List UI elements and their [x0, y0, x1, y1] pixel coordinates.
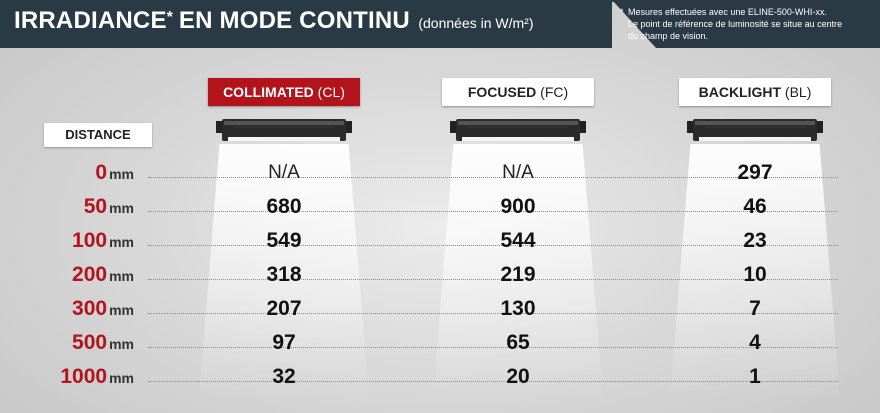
page-title: IRRADIANCE* EN MODE CONTINU (données in W… — [14, 7, 534, 35]
column-header-name: BACKLIGHT — [698, 84, 782, 100]
distance-cell: 200 mm — [72, 260, 134, 290]
value-cell: 297 — [737, 161, 773, 184]
note-star: * — [620, 7, 624, 17]
distance-unit: mm — [109, 336, 134, 352]
row-leader-dots — [148, 381, 838, 382]
title-star: * — [166, 9, 173, 26]
note-line-2: Le point de référence de luminosité se s… — [628, 19, 843, 29]
value-cell: N/A — [268, 162, 300, 183]
value-cell: 130 — [500, 297, 536, 320]
table-row: 1000 mm 32 20 1 — [0, 362, 880, 392]
light-fixture-icon — [687, 119, 823, 141]
distance-cell: 100 mm — [72, 226, 134, 256]
distance-value: 500 — [72, 331, 108, 354]
value-cell: 219 — [500, 263, 536, 286]
distance-cell: 500 mm — [72, 328, 134, 358]
table-row: 0 mm N/A N/A 297 — [0, 158, 880, 188]
column-header-code: (CL) — [313, 84, 345, 100]
note-line-3: du champ de vision. — [628, 31, 709, 41]
row-leader-dots — [148, 245, 838, 246]
distance-unit: mm — [109, 302, 134, 318]
column-header: BACKLIGHT (BL) — [679, 78, 831, 106]
distance-value: 100 — [72, 229, 108, 252]
column-header-code: (BL) — [781, 84, 812, 100]
distance-cell: 300 mm — [72, 294, 134, 324]
distance-value: 0 — [95, 161, 108, 184]
distance-unit: mm — [109, 268, 134, 284]
distance-value: 50 — [83, 195, 108, 218]
value-cell: 544 — [500, 229, 536, 252]
value-cell: 207 — [266, 297, 302, 320]
row-leader-dots — [148, 313, 838, 314]
distance-value: 1000 — [60, 365, 108, 388]
value-cell: 97 — [272, 331, 296, 354]
title-main-2: EN MODE CONTINU — [178, 7, 410, 34]
row-leader-dots — [148, 279, 838, 280]
value-cell: N/A — [502, 162, 534, 183]
light-fixture-icon — [450, 119, 586, 141]
table-row: 300 mm 207 130 7 — [0, 294, 880, 324]
column-header-name: COLLIMATED — [223, 84, 314, 100]
value-cell: 680 — [266, 195, 302, 218]
light-fixture-icon — [216, 119, 352, 141]
table-row: 200 mm 318 219 10 — [0, 260, 880, 290]
light-beam — [433, 144, 603, 399]
value-cell: 10 — [743, 263, 767, 286]
value-cell: 46 — [743, 195, 767, 218]
row-leader-dots — [148, 211, 838, 212]
distance-label: DISTANCE — [44, 123, 152, 147]
column-header-name: FOCUSED — [467, 84, 537, 100]
distance-unit: mm — [109, 166, 134, 182]
value-cell: 32 — [272, 365, 296, 388]
table-row: 500 mm 97 65 4 — [0, 328, 880, 358]
value-cell: 1 — [749, 365, 761, 388]
row-leader-dots — [148, 347, 838, 348]
light-beam — [199, 144, 369, 399]
distance-value: 300 — [72, 297, 108, 320]
light-beam — [670, 144, 840, 399]
table-row: 100 mm 549 544 23 — [0, 226, 880, 256]
column-header: COLLIMATED (CL) — [208, 78, 360, 106]
distance-cell: 0 mm — [95, 158, 134, 188]
note-line-1: Mesures effectuées avec une ELINE-500-WH… — [628, 7, 827, 17]
value-cell: 549 — [266, 229, 302, 252]
title-subtitle: (données in W/m²) — [418, 15, 534, 31]
title-bar: IRRADIANCE* EN MODE CONTINU (données in W… — [0, 0, 880, 48]
value-cell: 20 — [506, 365, 530, 388]
distance-unit: mm — [109, 234, 134, 250]
distance-unit: mm — [109, 200, 134, 216]
row-leader-dots — [148, 177, 838, 178]
value-cell: 4 — [749, 331, 761, 354]
value-cell: 900 — [500, 195, 536, 218]
table-row: 50 mm 680 900 46 — [0, 192, 880, 222]
value-cell: 23 — [743, 229, 767, 252]
column-header: FOCUSED (FC) — [442, 78, 594, 106]
title-main: IRRADIANCE — [14, 7, 167, 34]
distance-cell: 50 mm — [84, 192, 134, 222]
value-cell: 7 — [749, 297, 761, 320]
column-header-code: (FC) — [536, 84, 569, 100]
distance-unit: mm — [109, 370, 134, 386]
distance-value: 200 — [72, 263, 108, 286]
title-bar-shape — [0, 0, 880, 48]
value-cell: 65 — [506, 331, 530, 354]
measurement-note: * Mesures effectuées avec une ELINE-500-… — [620, 6, 875, 42]
distance-cell: 1000 mm — [60, 362, 134, 392]
value-cell: 318 — [266, 263, 302, 286]
